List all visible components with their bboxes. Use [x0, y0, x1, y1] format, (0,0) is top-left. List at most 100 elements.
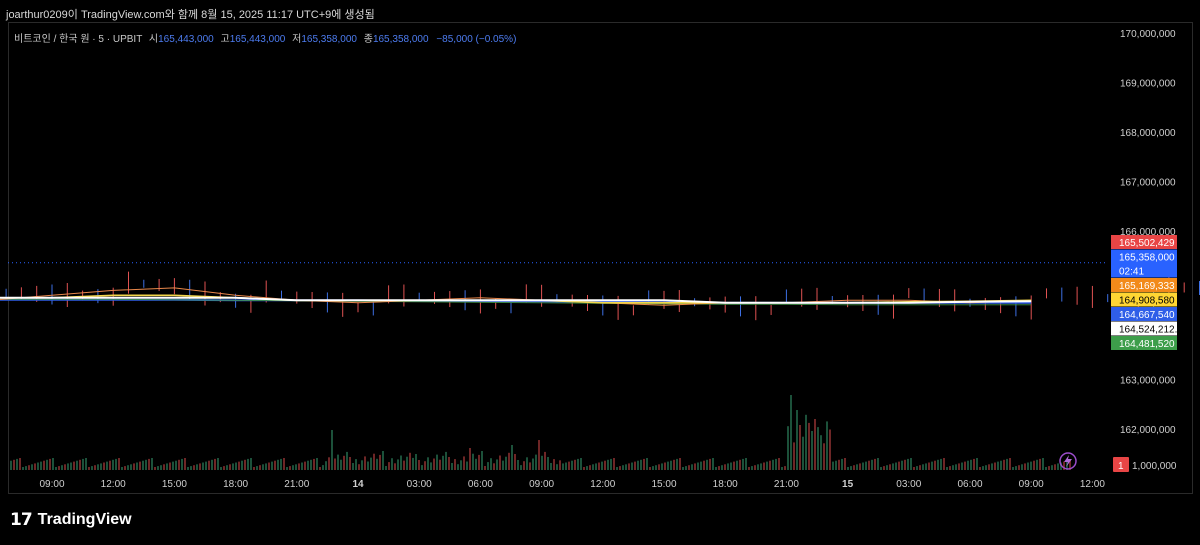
- volume-bar: [445, 451, 447, 470]
- volume-bar: [763, 462, 765, 470]
- volume-bar: [556, 464, 558, 470]
- volume-bar: [958, 463, 960, 470]
- volume-bar: [895, 462, 897, 470]
- volume-bar: [874, 458, 876, 470]
- volume-bar: [841, 458, 843, 470]
- volume-bar: [970, 459, 972, 470]
- brand[interactable]: 17 TradingView: [10, 510, 132, 530]
- volume-bar: [781, 467, 783, 470]
- volume-bar: [286, 467, 288, 470]
- volume-bar: [235, 462, 237, 470]
- price-tag-box: [1111, 321, 1177, 336]
- volume-bar: [310, 459, 312, 470]
- volume-bar: [1039, 458, 1041, 470]
- price-tag-box: [1111, 249, 1177, 278]
- volume-bar: [673, 459, 675, 470]
- volume-bar: [280, 458, 282, 470]
- volume-bar: [37, 462, 39, 470]
- volume-bar: [124, 466, 126, 470]
- volume-bar: [325, 461, 327, 470]
- ma-line-white: [0, 296, 1032, 304]
- volume-bar: [808, 422, 810, 470]
- volume-bar: [406, 456, 408, 470]
- candle-layer: [5, 271, 1200, 321]
- volume-bar: [571, 460, 573, 470]
- volume-bar: [334, 458, 336, 470]
- volume-bar: [73, 461, 75, 470]
- price-tag-value: 165,502,429: [1119, 238, 1175, 249]
- volume-bar: [724, 464, 726, 470]
- volume-bar: [613, 458, 615, 470]
- x-tick-label: 12:00: [1080, 479, 1105, 490]
- volume-bar: [697, 462, 699, 470]
- volume-bar: [865, 461, 867, 470]
- volume-bar: [487, 462, 489, 470]
- volume-bar: [973, 458, 975, 470]
- x-tick-label: 09:00: [529, 479, 554, 490]
- x-tick-label: 09:00: [39, 479, 64, 490]
- volume-bar: [196, 464, 198, 470]
- chart-pane[interactable]: [8, 22, 1193, 494]
- symbol-name[interactable]: 비트코인 / 한국 원 · 5 · UPBIT: [14, 34, 143, 45]
- volume-bar: [370, 457, 372, 470]
- volume-bar: [997, 461, 999, 470]
- volume-bar: [355, 459, 357, 470]
- volume-bar: [409, 452, 411, 470]
- volume-bar: [112, 459, 114, 470]
- volume-bar: [1024, 463, 1026, 470]
- volume-bar: [826, 421, 828, 470]
- volume-bar: [187, 467, 189, 470]
- volume-bar: [520, 465, 522, 470]
- volume-bar: [307, 460, 309, 470]
- volume-bar: [373, 453, 375, 470]
- x-tick-label: 14: [352, 479, 364, 490]
- volume-bar: [982, 466, 984, 470]
- volume-bar: [715, 467, 717, 470]
- volume-badge: [1113, 457, 1129, 472]
- price-tag: 164,524,212.2: [1111, 321, 1183, 336]
- volume-bar: [316, 458, 318, 470]
- volume-bar: [328, 457, 330, 470]
- volume-bar: [751, 466, 753, 470]
- volume-bar: [667, 461, 669, 470]
- volume-bar: [526, 457, 528, 470]
- volume-bar: [391, 458, 393, 470]
- volume-bar: [136, 462, 138, 470]
- price-tag: 164,667,540: [1111, 307, 1177, 321]
- alert-lightning-icon: [1059, 452, 1077, 470]
- volume-bar: [28, 465, 30, 470]
- volume-bar: [649, 467, 651, 470]
- volume-bar: [106, 461, 108, 470]
- volume-badge-text: 1: [1118, 461, 1124, 472]
- volume-bar: [646, 458, 648, 470]
- volume-bar: [634, 461, 636, 470]
- volume-bar: [553, 459, 555, 470]
- volume-bar: [652, 466, 654, 470]
- volume-bar: [625, 464, 627, 470]
- price-tag: 165,358,000 02:41: [1111, 249, 1177, 278]
- volume-bar: [385, 466, 387, 470]
- volume-bar: [700, 461, 702, 470]
- volume-bar: [991, 463, 993, 470]
- volume-bar: [337, 454, 339, 470]
- close-label: 종: [363, 34, 373, 45]
- volume-bar: [382, 451, 384, 470]
- volume-bar: [436, 454, 438, 470]
- volume-bar: [760, 463, 762, 470]
- volume-bar: [277, 459, 279, 470]
- price-tag: 165,502,429: [1111, 235, 1177, 249]
- volume-bar: [517, 460, 519, 470]
- volume-bar: [637, 460, 639, 470]
- volume-bar: [214, 458, 216, 470]
- volume-bar: [754, 465, 756, 470]
- volume-bar: [226, 465, 228, 470]
- volume-bar: [1069, 459, 1071, 470]
- volume-bar: [1048, 466, 1050, 470]
- volume-bar: [934, 460, 936, 470]
- volume-bar: [250, 458, 252, 470]
- x-tick-label: 18:00: [713, 479, 738, 490]
- volume-bar: [172, 461, 174, 470]
- volume-bar: [721, 465, 723, 470]
